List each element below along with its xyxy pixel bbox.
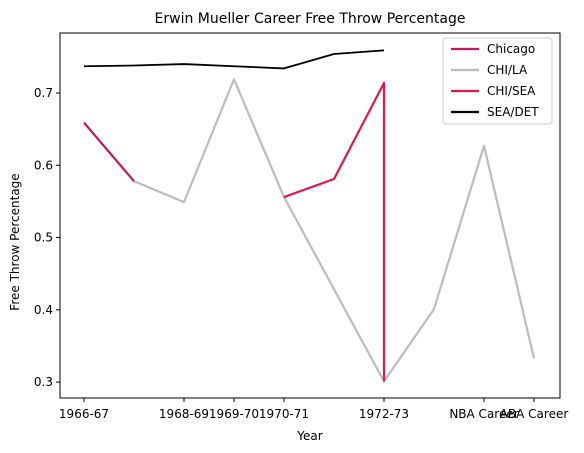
x-tick-label: NBA Career [449, 407, 518, 421]
y-tick-label: 0.7 [34, 86, 53, 100]
series-line-chi-sea [283, 81, 386, 382]
x-tick-label: 1970-71 [259, 407, 309, 421]
legend-label: SEA/DET [487, 105, 539, 119]
series-layer [83, 49, 536, 383]
axes-layer: 1966-67 1968-69 1969-70 1970-71 1972-73 NBA C… [34, 32, 569, 421]
x-axis-label: Year [296, 429, 322, 443]
y-axis-label: Free Throw Percentage [8, 173, 22, 310]
x-tick-label: 1968-69 [159, 407, 209, 421]
legend: Chicago CHI/LA CHI/SEA SEA/DET [442, 37, 553, 125]
x-tick-label: ABA Career [500, 407, 569, 421]
legend-label: CHI/SEA [487, 84, 536, 98]
series-line-chi-la [133, 78, 536, 383]
legend-box [442, 37, 553, 125]
y-tick-label: 0.4 [34, 303, 53, 317]
x-tick-label: 1966-67 [59, 407, 109, 421]
y-tick-label: 0.6 [34, 158, 53, 172]
y-tick-label: 0.3 [34, 375, 53, 389]
legend-label: Chicago [487, 42, 535, 56]
chart-title: Erwin Mueller Career Free Throw Percenta… [155, 11, 466, 27]
x-tick-label: 1969-70 [209, 407, 259, 421]
series-line-sea-det [83, 49, 385, 70]
x-tick-label: 1972-73 [359, 407, 409, 421]
y-tick-label: 0.5 [34, 231, 53, 245]
plot-frame [59, 32, 561, 399]
legend-label: CHI/LA [487, 63, 528, 77]
series-line-chicago [83, 121, 135, 182]
